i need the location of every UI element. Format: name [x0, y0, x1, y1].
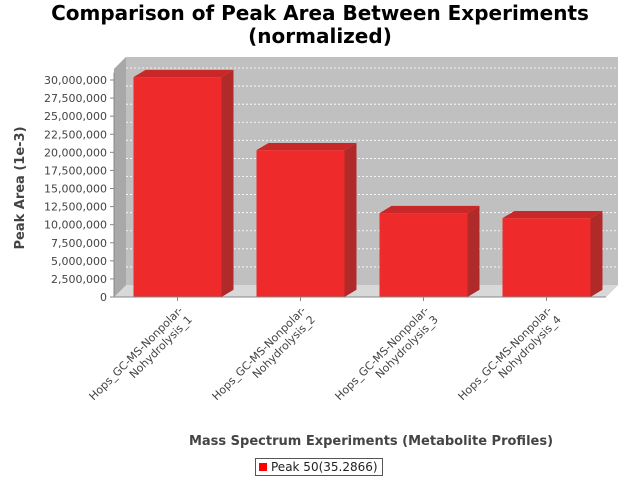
y-tick-label: 15,000,000	[44, 183, 107, 196]
chart-title: Comparison of Peak Area Between Experime…	[0, 2, 640, 48]
y-axis: 0 2,500,000 5,000,000 7,500,000 10,000,000 12…	[44, 72, 115, 304]
bar-side	[590, 210, 603, 297]
x-tick-label: Hops_GC-MS-Nonpolar-Nohydrolysis_3	[333, 304, 441, 412]
x-tick-label-line: Hops_GC-MS-Nonpolar-	[333, 304, 432, 403]
bar-top	[256, 142, 357, 151]
y-tick-label: 12,500,000	[44, 201, 107, 214]
x-tick-label: Hops_GC-MS-Nonpolar-Nohydrolysis_1	[87, 304, 195, 412]
plot-floor	[114, 285, 618, 297]
y-tick-label: 27,500,000	[44, 92, 107, 105]
y-tick-label: 5,000,000	[51, 255, 107, 268]
bars	[133, 69, 603, 298]
y-tick-label: 2,500,000	[51, 273, 107, 286]
plot-area	[114, 57, 618, 297]
y-tick-label: 7,500,000	[51, 237, 107, 250]
y-tick-label: 30,000,000	[44, 74, 107, 87]
bar-top	[133, 69, 234, 78]
chart-title-line-2: (normalized)	[248, 24, 392, 48]
bar-side	[467, 205, 480, 297]
bar	[133, 77, 222, 298]
plot-left-wall	[114, 57, 126, 297]
x-tick-label: Hops_GC-MS-Nonpolar-Nohydrolysis_2	[210, 304, 318, 412]
legend-swatch	[259, 463, 267, 471]
y-tick-label: 25,000,000	[44, 110, 107, 123]
x-axis-label: Mass Spectrum Experiments (Metabolite Pr…	[189, 434, 553, 449]
y-tick-label: 20,000,000	[44, 146, 107, 159]
legend-label: Peak 50(35.2866)	[271, 460, 378, 474]
y-tick-label: 17,500,000	[44, 164, 107, 177]
legend: Peak 50(35.2866)	[255, 458, 383, 476]
x-tick-label-line: Hops_GC-MS-Nonpolar-	[456, 304, 555, 403]
y-tick-label: 22,500,000	[44, 128, 107, 141]
bar-top	[379, 205, 480, 214]
x-tick-label-line: Hops_GC-MS-Nonpolar-	[210, 304, 309, 403]
bar	[502, 218, 591, 297]
y-tick-label: 0	[100, 291, 107, 304]
chart-title-line-1: Comparison of Peak Area Between Experime…	[51, 1, 589, 25]
bar-side	[344, 142, 357, 297]
bar	[379, 213, 468, 297]
y-tick-label: 10,000,000	[44, 219, 107, 232]
y-axis-label: Peak Area (1e-3)	[13, 126, 28, 249]
bar	[256, 150, 345, 297]
bar-side	[221, 69, 234, 297]
x-axis: Hops_GC-MS-Nonpolar-Nohydrolysis_1 Hops_G…	[87, 296, 606, 412]
bar-top	[502, 210, 603, 219]
x-tick-label: Hops_GC-MS-Nonpolar-Nohydrolysis_4	[456, 304, 564, 412]
plot-background	[114, 57, 618, 297]
x-tick-label-line: Hops_GC-MS-Nonpolar-	[87, 304, 186, 403]
